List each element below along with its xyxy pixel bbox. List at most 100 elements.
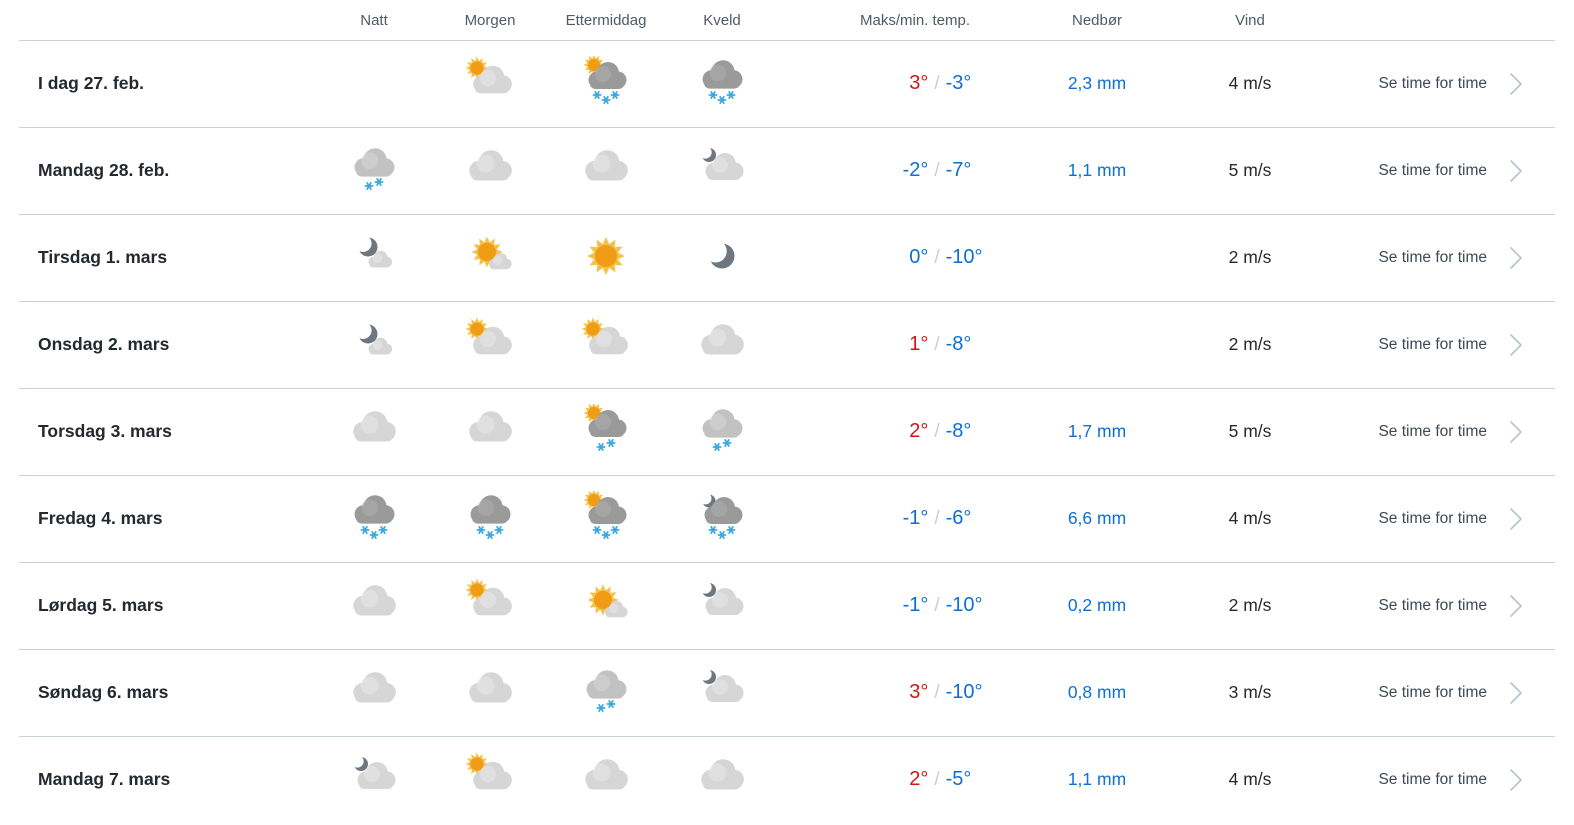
temp-separator: / <box>934 507 940 529</box>
icon-cell-ettermiddag <box>548 317 664 373</box>
icon-cell-kveld <box>664 752 780 808</box>
header-maks-min-temp: Maks/min. temp. <box>859 11 971 29</box>
temp-separator: / <box>934 420 940 442</box>
wind-speed-value: 4 m/s <box>1228 73 1272 93</box>
temp-cell: -1° / -10° <box>802 594 1072 617</box>
cloudy-icon <box>346 665 402 721</box>
min-temp: -3° <box>945 72 972 94</box>
temp-separator: / <box>934 246 940 268</box>
header-natt: Natt <box>360 11 388 29</box>
se-time-for-time-link[interactable]: Se time for time <box>1378 418 1524 446</box>
se-time-for-time-link[interactable]: Se time for time <box>1378 592 1524 620</box>
fair-night-icon <box>694 578 750 634</box>
wind-speed-value: 2 m/s <box>1228 247 1272 267</box>
temp-cell: 1° / -8° <box>802 333 1072 356</box>
link-cell: Se time for time <box>1340 766 1574 794</box>
day-label: Mandag 7. mars <box>38 769 171 789</box>
chevron-right-icon <box>1510 768 1522 791</box>
chevron-right-icon <box>1510 159 1522 182</box>
link-label: Se time for time <box>1378 509 1487 527</box>
wind-speed-value: 5 m/s <box>1228 160 1272 180</box>
icon-cell-kveld <box>664 230 780 286</box>
link-cell: Se time for time <box>1340 505 1574 533</box>
link-cell: Se time for time <box>1340 331 1574 359</box>
icon-cell-ettermiddag <box>548 752 664 808</box>
se-time-for-time-link[interactable]: Se time for time <box>1378 244 1524 272</box>
fair-day-icon <box>462 752 518 808</box>
cloudy-icon <box>578 752 634 808</box>
icon-cell-ettermiddag <box>548 490 664 547</box>
icon-cell-ettermiddag <box>548 403 664 460</box>
chevron-right-icon <box>1510 420 1522 443</box>
snow-showers-day-icon <box>578 490 634 547</box>
wind-speed-value: 3 m/s <box>1228 682 1272 702</box>
link-label: Se time for time <box>1378 770 1487 788</box>
max-temp: -1° <box>902 507 929 529</box>
icon-cell-natt <box>316 491 432 547</box>
icon-cell-morgen <box>432 143 548 199</box>
icon-cell-natt <box>316 404 432 460</box>
header-ettermiddag: Ettermiddag <box>565 11 647 29</box>
temp-separator: / <box>934 594 940 616</box>
min-temp: -5° <box>945 768 972 790</box>
icon-cell-ettermiddag <box>548 55 664 112</box>
precipitation-value: 0,2 mm <box>1067 595 1127 615</box>
link-cell: Se time for time <box>1340 157 1574 185</box>
icon-cell-kveld <box>664 578 780 634</box>
precipitation-value: 0,8 mm <box>1067 682 1127 702</box>
chevron-right-icon <box>1510 507 1522 530</box>
cloudy-icon <box>346 404 402 460</box>
sun-day-icon <box>578 230 634 286</box>
precipitation-value: 1,1 mm <box>1067 160 1127 180</box>
forecast-row: Lørdag 5. mars -1° / -10° 0,2 mm <box>0 562 1574 649</box>
se-time-for-time-link[interactable]: Se time for time <box>1378 157 1524 185</box>
se-time-for-time-link[interactable]: Se time for time <box>1378 679 1524 707</box>
light-snow-icon <box>694 404 750 460</box>
wind-speed-value: 2 m/s <box>1228 334 1272 354</box>
temp-separator: / <box>934 159 940 181</box>
day-label: Lørdag 5. mars <box>38 595 164 615</box>
link-label: Se time for time <box>1378 422 1487 440</box>
temp-cell: 3° / -3° <box>802 72 1072 95</box>
se-time-for-time-link[interactable]: Se time for time <box>1378 70 1524 98</box>
day-label: Søndag 6. mars <box>38 682 169 702</box>
link-label: Se time for time <box>1378 683 1487 701</box>
link-label: Se time for time <box>1378 74 1487 92</box>
max-temp: -1° <box>902 594 929 616</box>
snow-showers-day-icon <box>578 55 634 112</box>
day-label: Fredag 4. mars <box>38 508 163 528</box>
link-label: Se time for time <box>1378 161 1487 179</box>
se-time-for-time-link[interactable]: Se time for time <box>1378 766 1524 794</box>
link-cell: Se time for time <box>1340 418 1574 446</box>
max-temp: 1° <box>909 333 929 355</box>
day-label: Torsdag 3. mars <box>38 421 172 441</box>
se-time-for-time-link[interactable]: Se time for time <box>1378 331 1524 359</box>
chevron-right-icon <box>1510 594 1522 617</box>
light-snow-showers-day-icon <box>578 403 634 460</box>
clear-night-icon <box>694 230 750 286</box>
fair-night-icon <box>694 665 750 721</box>
link-cell: Se time for time <box>1340 70 1574 98</box>
cloudy-icon <box>694 317 750 373</box>
day-label: Onsdag 2. mars <box>38 334 170 354</box>
snow-icon <box>346 491 402 547</box>
day-label: I dag 27. feb. <box>38 73 144 93</box>
link-label: Se time for time <box>1378 248 1487 266</box>
temp-separator: / <box>934 768 940 790</box>
light-snow-icon <box>346 143 402 199</box>
temp-cell: 3° / -10° <box>802 681 1072 704</box>
forecast-row: Mandag 7. mars 2° / -5° 1,1 mm <box>0 736 1574 823</box>
se-time-for-time-link[interactable]: Se time for time <box>1378 505 1524 533</box>
forecast-rows: I dag 27. feb. 3° / -3° 2,3 mm 4 m/s <box>0 40 1574 823</box>
link-label: Se time for time <box>1378 335 1487 353</box>
icon-cell-morgen <box>432 665 548 721</box>
icon-cell-kveld <box>664 665 780 721</box>
chevron-right-icon <box>1510 246 1522 269</box>
max-temp: 3° <box>909 681 929 703</box>
temp-cell: 2° / -8° <box>802 420 1072 443</box>
cloudy-icon <box>578 143 634 199</box>
light-snow-icon <box>578 665 634 721</box>
link-cell: Se time for time <box>1340 244 1574 272</box>
chevron-right-icon <box>1510 72 1522 95</box>
icon-cell-natt <box>316 317 432 373</box>
